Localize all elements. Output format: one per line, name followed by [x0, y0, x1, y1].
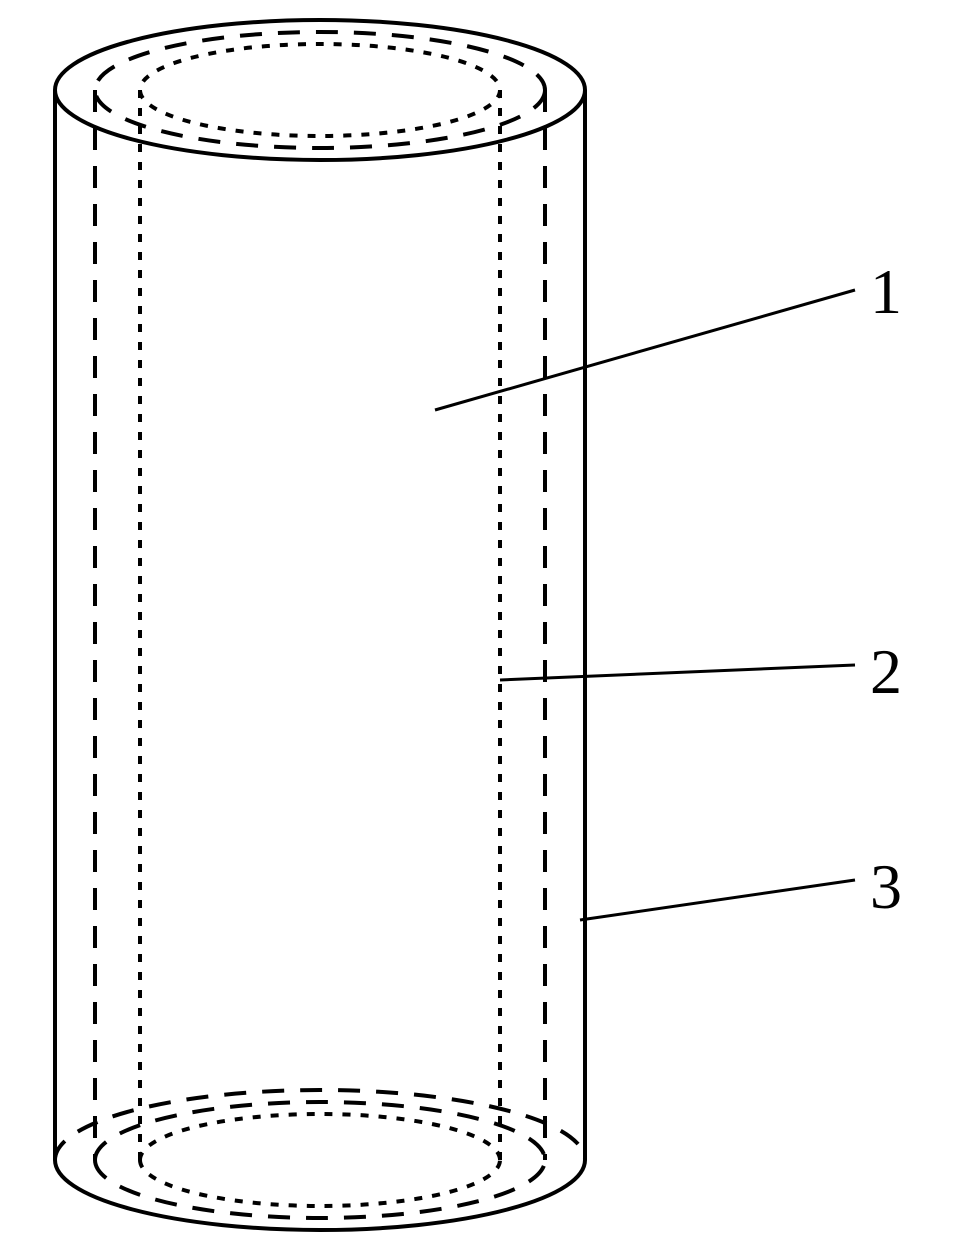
label-2: 2: [870, 640, 902, 704]
label-3: 3: [870, 855, 902, 919]
cylinder-diagram: [0, 0, 964, 1243]
diagram-stage: 1 2 3: [0, 0, 964, 1243]
label-1: 1: [870, 260, 902, 324]
